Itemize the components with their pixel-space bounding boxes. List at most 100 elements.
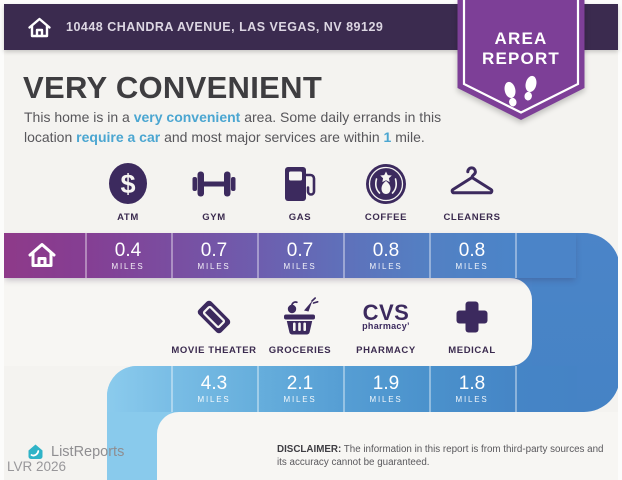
distance-cell-cleaners: 0.8 MILES	[429, 233, 515, 278]
segment-divider	[515, 233, 517, 278]
cvs-logo-text: CVS	[362, 300, 410, 325]
poi-label: MOVIE THEATER	[171, 345, 257, 356]
poi-movie-theater: MOVIE THEATER	[164, 293, 264, 356]
watermark-text: LVR 2026	[7, 459, 67, 474]
segment-divider	[171, 366, 173, 412]
poi-medical: MEDICAL	[422, 293, 522, 356]
poi-gym: GYM	[164, 160, 264, 223]
summary-part: area. Some daily errands in this locatio…	[24, 109, 442, 145]
segment-divider	[343, 366, 345, 412]
medical-cross-icon	[450, 293, 494, 341]
poi-label: PHARMACY	[356, 345, 416, 356]
distance-unit: MILES	[283, 261, 317, 271]
distance-unit: MILES	[455, 395, 489, 404]
poi-label: GROCERIES	[268, 345, 332, 356]
row2-panel	[0, 278, 532, 366]
starbucks-siren-icon	[364, 160, 408, 208]
distance-value: 0.7	[286, 239, 314, 261]
poi-label: COFFEE	[364, 212, 408, 223]
summary-highlight: 1	[383, 128, 392, 145]
poi-label: ATM	[117, 212, 139, 223]
segment-divider	[429, 366, 431, 412]
brand-logo: ListReports	[26, 442, 124, 461]
distance-cell-groceries: 2.1 MILES	[257, 366, 343, 412]
disclaimer-text: DISCLAIMER: The information in this repo…	[277, 444, 612, 469]
dollar-circle-icon: $	[106, 160, 150, 208]
distance-unit: MILES	[283, 395, 317, 404]
listreports-house-icon	[28, 444, 43, 459]
footer-panel	[157, 412, 622, 480]
distance-value: 1.8	[458, 373, 486, 394]
distance-cell-atm: 0.4 MILES	[85, 233, 171, 278]
frame-right	[618, 0, 622, 480]
page-title: VERY CONVENIENT	[23, 70, 323, 105]
badge-banner	[457, 0, 585, 120]
distance-bar-row2	[107, 366, 577, 412]
distance-cell-medical: 1.8 MILES	[429, 366, 515, 412]
summary-highlight: require a car	[76, 128, 161, 145]
summary-text: This home is in a very convenient area. …	[24, 108, 486, 147]
movie-ticket-icon	[191, 293, 237, 341]
gas-pump-icon	[278, 160, 322, 208]
summary-part: mile.	[391, 128, 425, 145]
frame-top	[0, 0, 622, 4]
distance-value: 0.7	[200, 239, 228, 261]
segment-divider	[85, 233, 87, 278]
segment-divider	[171, 233, 173, 278]
summary-part: This home is in a	[24, 109, 134, 125]
svg-text:$: $	[120, 169, 135, 199]
distance-value: 1.9	[372, 373, 400, 394]
segment-divider	[343, 233, 345, 278]
distance-value: 0.8	[458, 239, 486, 261]
distance-unit: MILES	[369, 261, 403, 271]
cvs-logo: CVS pharmacy’	[362, 293, 410, 341]
distance-unit: MILES	[197, 261, 231, 271]
summary-part: and most major services are within	[160, 128, 384, 145]
distance-unit: MILES	[455, 261, 489, 271]
dumbbell-icon	[192, 160, 236, 208]
summary-highlight: very convenient	[133, 109, 241, 125]
area-report-badge: AREA REPORT	[456, 0, 586, 124]
poi-atm: $ ATM	[78, 160, 178, 223]
segment-divider	[257, 366, 259, 412]
poi-gas: GAS	[250, 160, 350, 223]
distance-unit: MILES	[369, 395, 403, 404]
distance-value: 2.1	[286, 373, 314, 394]
badge-line2: REPORT	[482, 49, 560, 68]
distance-unit: MILES	[111, 261, 145, 271]
footprints-icon	[504, 75, 537, 107]
distance-cell-coffee: 0.8 MILES	[343, 233, 429, 278]
distance-cell-movie-theater: 4.3 MILES	[171, 366, 257, 412]
brand-name: ListReports	[51, 443, 125, 460]
disclaimer-label: DISCLAIMER:	[277, 444, 342, 455]
segment-divider	[257, 233, 259, 278]
badge-inner-border	[462, 0, 580, 114]
segment-divider	[429, 233, 431, 278]
poi-label: GAS	[288, 212, 312, 223]
poi-coffee: COFFEE	[336, 160, 436, 223]
distance-cell-pharmacy: 1.9 MILES	[343, 366, 429, 412]
poi-groceries: GROCERIES	[250, 293, 350, 356]
frame-left	[0, 0, 4, 480]
distance-unit: MILES	[197, 395, 231, 404]
distance-value: 0.8	[372, 239, 400, 261]
property-address: 10448 CHANDRA AVENUE, LAS VEGAS, NV 8912…	[66, 20, 384, 34]
segment-divider	[515, 366, 517, 412]
badge-line1: AREA	[495, 29, 548, 48]
poi-label: GYM	[202, 212, 226, 223]
grocery-basket-icon	[277, 293, 323, 341]
cvs-logo-subtext: pharmacy’	[362, 321, 410, 331]
clothes-hanger-icon	[449, 160, 495, 208]
distance-cell-gas: 0.7 MILES	[257, 233, 343, 278]
distance-cell-gym: 0.7 MILES	[171, 233, 257, 278]
disclaimer-body: The information in this report is from t…	[277, 444, 604, 468]
poi-label: MEDICAL	[448, 345, 496, 356]
poi-pharmacy: CVS pharmacy’ PHARMACY	[336, 293, 436, 357]
poi-label: CLEANERS	[443, 212, 501, 223]
home-icon	[26, 239, 58, 272]
distance-bar-row1	[4, 233, 576, 278]
poi-cleaners: CLEANERS	[422, 160, 522, 223]
distance-value: 4.3	[200, 373, 228, 394]
home-icon	[28, 17, 51, 37]
